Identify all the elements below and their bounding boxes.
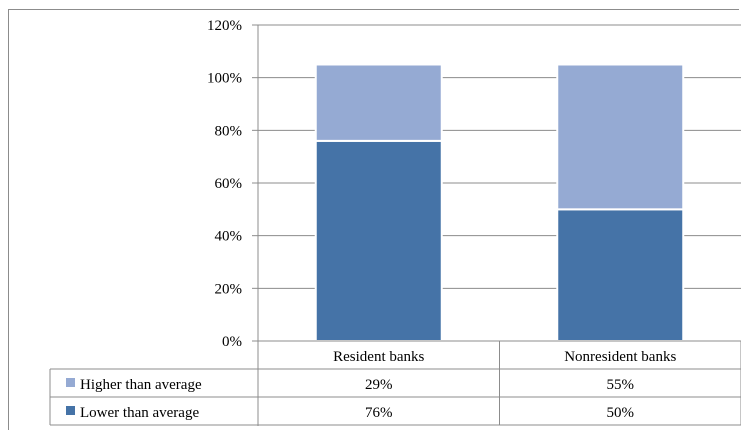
- y-tick-label-4: 80%: [215, 123, 243, 139]
- bars: [314, 63, 685, 342]
- y-tick-label-5: 100%: [207, 71, 242, 87]
- category-label-1: Nonresident banks: [564, 349, 676, 365]
- legend-swatch-0: [66, 378, 75, 387]
- legend-swatch-1: [66, 406, 75, 415]
- legend-label-0: Higher than average: [80, 377, 202, 393]
- y-tick-label-6: 120%: [207, 18, 242, 34]
- category-label-0: Resident banks: [333, 349, 424, 365]
- y-axis: 0% 20% 40% 60% 80% 100% 120%: [207, 18, 259, 426]
- bar-higher-than-average-1: [556, 63, 685, 211]
- y-tick-label-2: 40%: [215, 229, 243, 245]
- bar-lower-than-average-0: [314, 139, 443, 342]
- data-label-1-0: 76%: [365, 405, 393, 421]
- chart-frame: [8, 9, 739, 430]
- data-table: Resident banks Nonresident banks Higher th…: [49, 340, 741, 426]
- bar-lower-than-average-1: [556, 208, 685, 342]
- y-tick-label-1: 20%: [215, 281, 243, 297]
- y-tick-label-0: 0%: [222, 334, 242, 350]
- data-label-0-0: 29%: [365, 377, 393, 393]
- legend-label-1: Lower than average: [80, 405, 199, 421]
- data-label-0-1: 55%: [607, 377, 635, 393]
- y-tick-label-3: 60%: [215, 176, 243, 192]
- data-label-1-1: 50%: [607, 405, 635, 421]
- bar-higher-than-average-0: [314, 63, 443, 142]
